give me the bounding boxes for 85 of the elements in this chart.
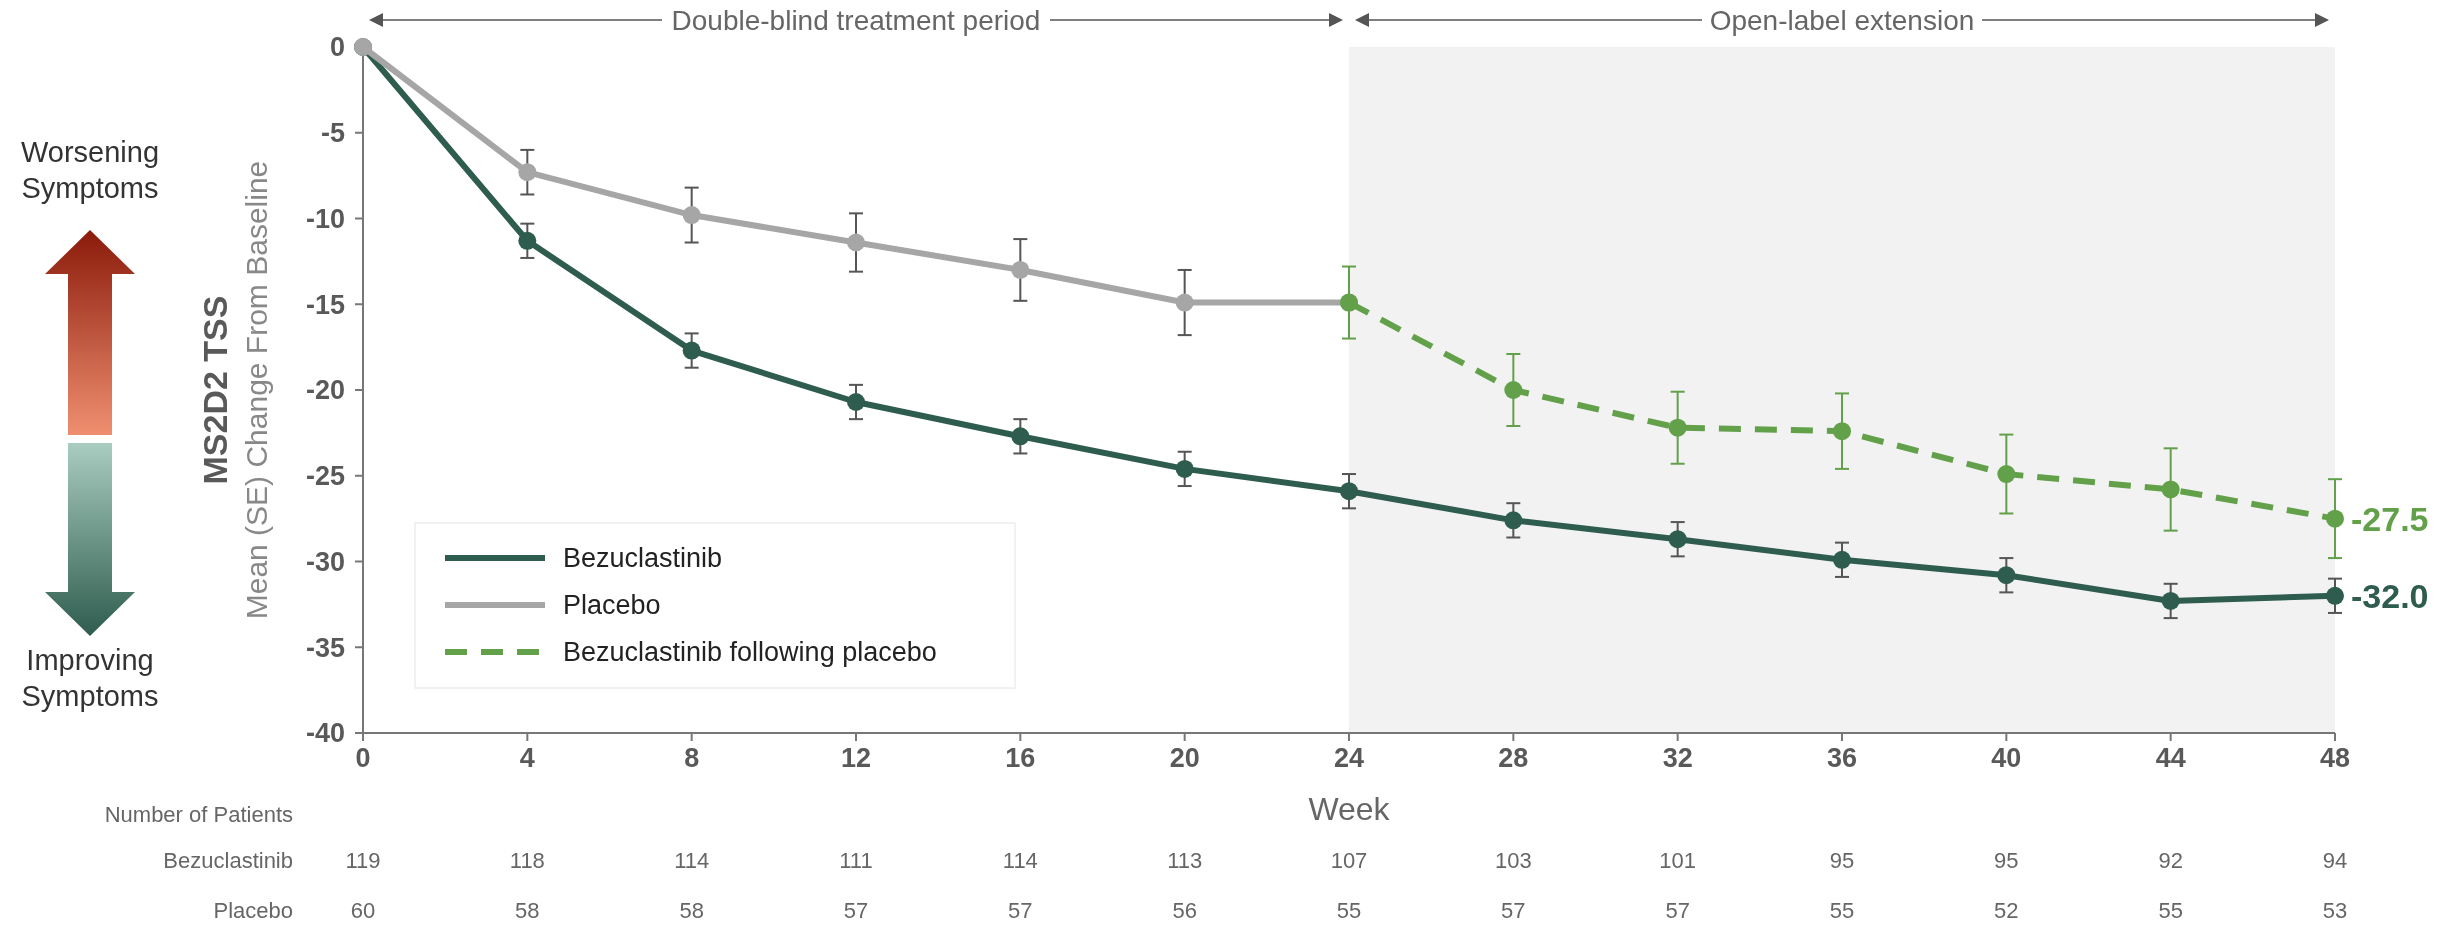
point	[1504, 381, 1523, 399]
x-tick-label: 48	[2319, 743, 2351, 773]
y-tick-label: -20	[305, 375, 345, 406]
text: 58	[679, 898, 704, 923]
x-tick-label: 28	[1498, 743, 1529, 773]
text: 113	[1167, 848, 1203, 873]
text: 118	[509, 848, 545, 873]
point	[1668, 530, 1687, 549]
y-tick-label: -35	[305, 632, 345, 663]
x-axis-title: Week	[1308, 791, 1391, 827]
point	[682, 206, 701, 225]
x-tick-label: 24	[1333, 743, 1365, 773]
text: 57	[1008, 898, 1033, 923]
text: 119	[345, 848, 381, 873]
text: 107	[1330, 848, 1368, 873]
text: 58	[515, 898, 540, 923]
text: Worsening Symptoms	[20, 136, 160, 204]
data-label: -27.5	[2351, 499, 2429, 538]
y-tick-label: -15	[305, 289, 345, 320]
text: 114	[1002, 848, 1038, 873]
data-label: -32.0	[2351, 576, 2429, 615]
x-tick-label: 40	[1991, 743, 2022, 773]
text: Placebo	[213, 898, 293, 923]
point	[2326, 509, 2344, 528]
legend-label: Bezuclastinib	[563, 543, 723, 574]
point	[1175, 293, 1194, 312]
y-tick-label: -25	[305, 461, 345, 492]
x-tick-label: 36	[1826, 743, 1858, 773]
x-tick-label: 4	[519, 743, 535, 773]
text: 56	[1172, 898, 1197, 923]
text: Bezuclastinib	[163, 848, 293, 873]
y-tick-label: -5	[320, 118, 345, 149]
text: 95	[1829, 848, 1855, 873]
text: 101	[1659, 848, 1697, 873]
text: 57	[1501, 898, 1526, 923]
x-tick-label: 0	[355, 743, 371, 773]
text: 95	[1994, 848, 2019, 873]
x-tick-label: 44	[2155, 743, 2186, 773]
text: Double-blind treatment period	[671, 4, 1041, 36]
text: 55	[2158, 898, 2183, 923]
text: 57	[843, 898, 869, 923]
x-tick-label: 8	[684, 743, 700, 773]
y-tick-label: -30	[305, 546, 345, 577]
point	[1340, 482, 1358, 501]
point	[1011, 427, 1030, 446]
legend-label: Bezuclastinib following placebo	[563, 637, 937, 668]
text: 111	[839, 848, 873, 873]
point	[2161, 591, 2180, 610]
text: 55	[1829, 898, 1855, 923]
y-axis-title: MS2D2 TSS Mean (SE) Change From Baseline	[196, 160, 273, 620]
point	[1011, 260, 1030, 279]
point	[2326, 586, 2344, 605]
text: 53	[2322, 898, 2348, 923]
point	[1997, 465, 2016, 484]
text: 103	[1494, 848, 1532, 873]
x-tick-label: 12	[840, 743, 872, 773]
text: 57	[1665, 898, 1690, 923]
text: Number of Patients	[104, 802, 293, 827]
text: 94	[2322, 848, 2348, 873]
point	[1833, 422, 1851, 441]
x-tick-label: 32	[1662, 743, 1693, 773]
point	[682, 341, 701, 360]
legend-label: Placebo	[563, 590, 661, 621]
text: 52	[1994, 898, 2019, 923]
text: Improving Symptoms	[21, 644, 159, 712]
point	[847, 233, 865, 252]
point	[518, 163, 537, 182]
point	[1668, 418, 1687, 437]
x-tick-label: 16	[1005, 743, 1036, 773]
point	[1175, 459, 1194, 478]
text: 60	[350, 898, 376, 923]
point	[1833, 550, 1851, 569]
text: 114	[674, 848, 710, 873]
point	[847, 393, 865, 412]
band-label: Open-label extension	[1709, 4, 1975, 36]
point	[1997, 566, 2016, 585]
point	[518, 231, 537, 250]
point	[2161, 480, 2180, 499]
text: 92	[2158, 848, 2183, 873]
point	[1504, 511, 1523, 530]
x-tick-label: 20	[1169, 743, 1200, 773]
y-tick-label: -10	[305, 203, 345, 234]
text: 55	[1336, 898, 1362, 923]
y-tick-label: -40	[305, 718, 345, 749]
y-tick-label: 0	[329, 32, 345, 63]
